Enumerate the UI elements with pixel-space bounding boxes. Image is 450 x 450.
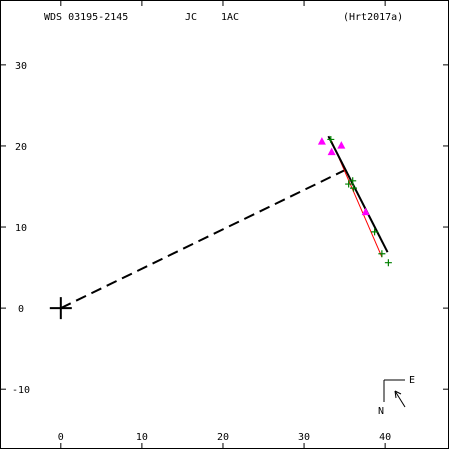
motion-fit-line bbox=[327, 135, 389, 253]
discoverer-code: JC bbox=[185, 12, 197, 23]
compass-north-label: N bbox=[378, 406, 384, 417]
motion-arrow-head bbox=[394, 390, 402, 399]
fit-lines bbox=[60, 135, 389, 310]
triangle-point bbox=[317, 137, 326, 145]
separation-dashed-line bbox=[60, 169, 346, 310]
y-tick-label: 0 bbox=[18, 304, 24, 315]
motion-direction-arrow bbox=[394, 390, 406, 408]
reference-label: (Hrt2017a) bbox=[343, 12, 403, 23]
data-points bbox=[49, 135, 392, 320]
x-tick-label: 10 bbox=[136, 432, 148, 443]
compass-east-label: E bbox=[409, 375, 415, 386]
x-tick-label: 0 bbox=[58, 432, 64, 443]
triangle-point bbox=[361, 207, 370, 216]
components-label: 1AC bbox=[221, 12, 239, 23]
plus-point bbox=[384, 259, 392, 267]
x-tick-label: 30 bbox=[298, 432, 310, 443]
triangle-point bbox=[327, 147, 336, 156]
y-tick-label: 30 bbox=[15, 61, 27, 72]
x-tick-label: 40 bbox=[379, 432, 391, 443]
system-id: WDS 03195-2145 bbox=[44, 12, 128, 23]
plus-point bbox=[371, 228, 379, 236]
plus-point bbox=[378, 250, 386, 258]
x-tick-label: 20 bbox=[217, 432, 229, 443]
plus-point bbox=[327, 135, 335, 143]
triangle-point bbox=[337, 141, 346, 149]
plus-point bbox=[350, 184, 358, 192]
compass: E N bbox=[378, 375, 415, 417]
primary-star-marker bbox=[49, 297, 72, 320]
y-tick-label: 10 bbox=[15, 223, 27, 234]
y-tick-label: 20 bbox=[15, 142, 27, 153]
y-tick-label: -10 bbox=[12, 385, 30, 396]
plus-point bbox=[349, 177, 357, 185]
plus-point bbox=[345, 180, 353, 188]
